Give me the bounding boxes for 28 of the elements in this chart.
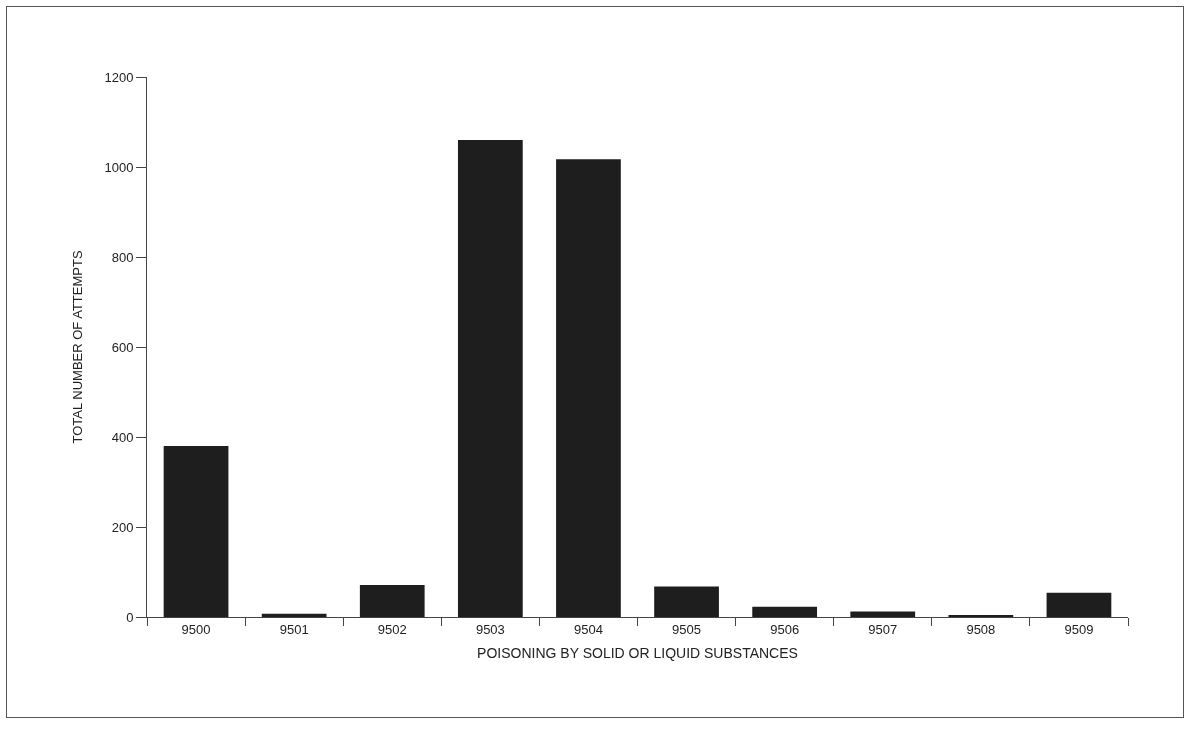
y-tick-label: 600 [111,339,134,355]
y-axis-title: TOTAL NUMBER OF ATTEMPTS [70,250,86,444]
y-tick-label: 200 [111,519,134,535]
x-tick-label: 9504 [573,621,603,637]
y-tick-label: 400 [111,429,134,445]
bar [1046,592,1112,617]
bar [752,606,818,617]
x-tick-label: 9503 [475,621,505,637]
y-tick-label: 1200 [104,69,134,85]
x-tick-label: 9500 [181,621,211,637]
bar [261,613,327,617]
x-tick-label: 9508 [966,621,996,637]
bar [850,611,916,617]
x-tick-label: 9505 [672,621,702,637]
bar [457,140,523,617]
y-tick-label: 1000 [104,159,134,175]
bar [654,586,719,617]
y-tick-label: 0 [126,609,134,625]
x-axis-title: POISONING BY SOLID OR LIQUID SUBSTANCES [477,644,798,661]
bar [556,159,621,617]
x-tick-label: 9501 [279,621,309,637]
x-tick-label: 9502 [377,621,407,637]
bar [359,585,425,617]
y-tick-label: 800 [111,249,134,265]
x-tick-label: 9507 [868,621,898,637]
x-tick-label: 9506 [770,621,800,637]
x-tick-label: 9509 [1064,621,1094,637]
bar [163,446,229,617]
